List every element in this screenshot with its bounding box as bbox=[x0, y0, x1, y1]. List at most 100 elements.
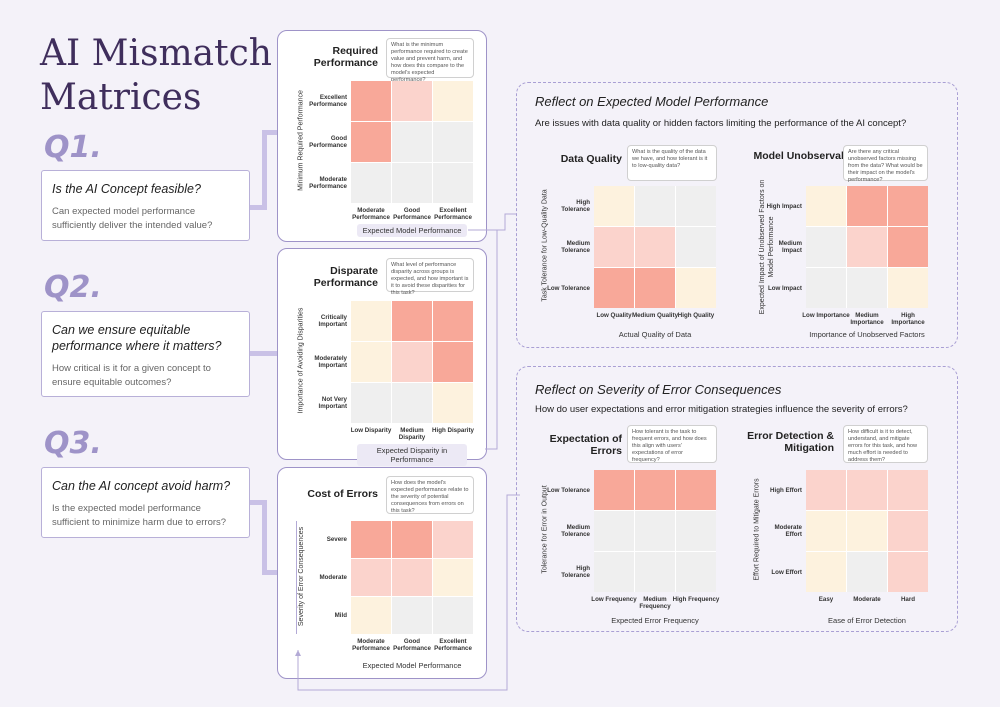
unobservables-cell[interactable] bbox=[806, 186, 846, 226]
quality-cell[interactable] bbox=[635, 186, 675, 226]
cost-cell[interactable] bbox=[351, 597, 391, 634]
disparate-col-label: High Disparity bbox=[432, 427, 474, 434]
expectation-row-label: Medium Tolerance bbox=[561, 524, 590, 538]
required-cell[interactable] bbox=[351, 163, 391, 203]
disparate-cell[interactable] bbox=[392, 301, 432, 341]
disparate-cell[interactable] bbox=[351, 342, 391, 382]
cost-cell[interactable] bbox=[392, 597, 432, 634]
disparate-cell[interactable] bbox=[351, 383, 391, 423]
required-col-label: Moderate Performance bbox=[352, 207, 390, 221]
cost-note: How does the model's expected performanc… bbox=[386, 476, 474, 514]
unobservables-grid bbox=[806, 186, 928, 308]
expectation-cell[interactable] bbox=[676, 511, 716, 551]
detection-col-label: Easy bbox=[818, 596, 834, 603]
required-cell[interactable] bbox=[351, 81, 391, 121]
unobservables-cell[interactable] bbox=[888, 227, 928, 267]
cost-cell[interactable] bbox=[392, 521, 432, 558]
unobservables-cell[interactable] bbox=[806, 227, 846, 267]
disparate-cell[interactable] bbox=[433, 342, 473, 382]
q1-question: Is the AI Concept feasible? bbox=[52, 182, 201, 196]
detection-cell[interactable] bbox=[888, 552, 928, 592]
cost-axis-rule bbox=[296, 521, 297, 634]
quality-cell[interactable] bbox=[594, 186, 634, 226]
unobservables-title: Model Unobservables bbox=[753, 150, 862, 162]
cost-cell[interactable] bbox=[433, 597, 473, 634]
q2-question: Can we ensure equitable performance wher… bbox=[52, 323, 222, 353]
expectation-cell[interactable] bbox=[594, 552, 634, 592]
unobservables-cell[interactable] bbox=[806, 268, 846, 308]
disparate-title: Disparate Performance bbox=[313, 265, 378, 289]
unobservables-cell[interactable] bbox=[888, 268, 928, 308]
required-cell[interactable] bbox=[433, 81, 473, 121]
expectation-cell[interactable] bbox=[676, 470, 716, 510]
disparate-cell[interactable] bbox=[392, 342, 432, 382]
disparate-row-label: Critically Important bbox=[318, 314, 347, 328]
unobservables-cell[interactable] bbox=[888, 186, 928, 226]
expectation-cell[interactable] bbox=[594, 470, 634, 510]
cost-cell[interactable] bbox=[433, 559, 473, 596]
q1-card: Is the AI Concept feasible? Can expected… bbox=[41, 170, 250, 241]
quality-cell[interactable] bbox=[594, 227, 634, 267]
detection-cell[interactable] bbox=[806, 470, 846, 510]
required-cell[interactable] bbox=[392, 81, 432, 121]
panel-expected-performance-subtitle: Are issues with data quality or hidden f… bbox=[535, 118, 907, 129]
q3-card: Can the AI concept avoid harm? Is the ex… bbox=[41, 467, 250, 538]
disparate-cell[interactable] bbox=[433, 301, 473, 341]
disparate-cell[interactable] bbox=[392, 383, 432, 423]
detection-cell[interactable] bbox=[888, 470, 928, 510]
expectation-cell[interactable] bbox=[676, 552, 716, 592]
cost-cell[interactable] bbox=[433, 521, 473, 558]
required-cell[interactable] bbox=[433, 163, 473, 203]
expectation-col-label: Low Frequency bbox=[591, 596, 637, 603]
required-cell[interactable] bbox=[433, 122, 473, 162]
expectation-x-axis-title: Expected Error Frequency bbox=[611, 616, 699, 625]
disparate-cell[interactable] bbox=[433, 383, 473, 423]
quality-cell[interactable] bbox=[635, 227, 675, 267]
expectation-cell[interactable] bbox=[635, 470, 675, 510]
detection-cell[interactable] bbox=[847, 511, 887, 551]
q2-label: Q2. bbox=[44, 270, 102, 305]
detection-cell[interactable] bbox=[847, 552, 887, 592]
detection-cell[interactable] bbox=[806, 511, 846, 551]
detection-row-label: High Effort bbox=[770, 486, 802, 494]
disparate-grid bbox=[351, 301, 473, 423]
quality-cell[interactable] bbox=[676, 227, 716, 267]
disparate-cell[interactable] bbox=[351, 301, 391, 341]
detection-note: How difficult is it to detect, understan… bbox=[843, 425, 928, 463]
expectation-row-label: Low Tolerance bbox=[547, 486, 590, 494]
unobservables-cell[interactable] bbox=[847, 186, 887, 226]
disparate-col-label: Low Disparity bbox=[350, 427, 392, 434]
cost-cell[interactable] bbox=[392, 559, 432, 596]
required-cell[interactable] bbox=[351, 122, 391, 162]
detection-grid bbox=[806, 470, 928, 592]
unobservables-cell[interactable] bbox=[847, 227, 887, 267]
expectation-cell[interactable] bbox=[635, 511, 675, 551]
unobservables-cell[interactable] bbox=[847, 268, 887, 308]
expectation-cell[interactable] bbox=[635, 552, 675, 592]
q3-question: Can the AI concept avoid harm? bbox=[52, 479, 231, 493]
cost-grid bbox=[351, 521, 473, 634]
detection-cell[interactable] bbox=[888, 511, 928, 551]
connector-q3-h bbox=[262, 570, 278, 575]
cost-cell[interactable] bbox=[351, 559, 391, 596]
required-cell[interactable] bbox=[392, 163, 432, 203]
cost-y-axis-title: Severity of Error Consequences bbox=[297, 526, 305, 626]
required-cell[interactable] bbox=[392, 122, 432, 162]
quality-cell[interactable] bbox=[676, 186, 716, 226]
cost-row-label: Moderate bbox=[319, 574, 347, 581]
unobservables-col-label: Low Importance bbox=[802, 312, 850, 319]
unobservables-col-label: Medium Importance bbox=[850, 312, 884, 326]
detection-cell[interactable] bbox=[806, 552, 846, 592]
disparate-col-label: Medium Disparity bbox=[398, 427, 426, 441]
expectation-col-label: Medium Frequency bbox=[639, 596, 671, 610]
required-row-label: Excellent Performance bbox=[309, 94, 347, 108]
expectation-cell[interactable] bbox=[594, 511, 634, 551]
quality-cell[interactable] bbox=[594, 268, 634, 308]
quality-cell[interactable] bbox=[635, 268, 675, 308]
cost-title: Cost of Errors bbox=[307, 488, 378, 500]
quality-cell[interactable] bbox=[676, 268, 716, 308]
cost-cell[interactable] bbox=[351, 521, 391, 558]
quality-row-label: Low Tolerance bbox=[547, 284, 590, 292]
detection-x-axis-title: Ease of Error Detection bbox=[828, 616, 906, 625]
detection-cell[interactable] bbox=[847, 470, 887, 510]
